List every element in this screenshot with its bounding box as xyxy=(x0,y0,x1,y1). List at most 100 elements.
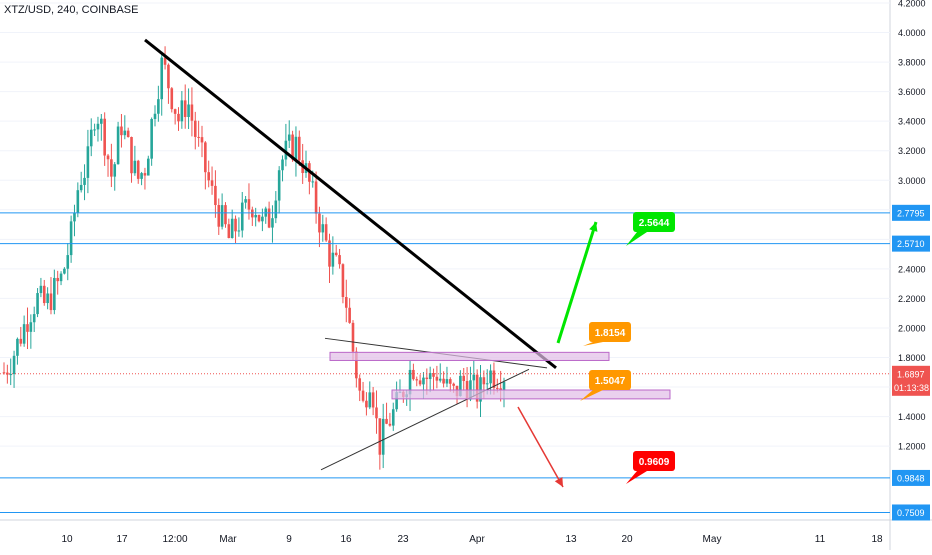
candle-body xyxy=(472,374,476,381)
candle-body xyxy=(29,322,33,332)
current-price-tag xyxy=(892,365,930,396)
current-price-label: 1.6897 xyxy=(897,369,925,379)
candle-body xyxy=(63,268,66,274)
y-tick-label: 1.4000 xyxy=(898,412,926,422)
candle-body xyxy=(365,400,368,408)
candle-body xyxy=(173,109,177,114)
y-tick-label: 3.6000 xyxy=(898,87,926,97)
candle-body xyxy=(59,273,63,282)
candle-body xyxy=(76,190,80,213)
candle-body xyxy=(355,351,358,379)
candle-body xyxy=(207,172,210,181)
candle-body xyxy=(449,379,452,384)
x-tick-label: 23 xyxy=(397,534,409,545)
y-tick-label: 3.2000 xyxy=(898,146,926,156)
x-tick-label: 17 xyxy=(116,534,128,545)
candle-body xyxy=(53,277,56,311)
candle-body xyxy=(277,170,281,201)
y-tick-label: 2.2000 xyxy=(898,294,926,304)
candle-body xyxy=(9,374,13,376)
candle-body xyxy=(69,221,73,256)
candle-body xyxy=(462,375,466,382)
candle-body xyxy=(210,180,214,186)
candle-body xyxy=(190,104,194,121)
price-level-tag xyxy=(892,204,930,221)
candle-body xyxy=(344,297,348,308)
price-level-label: 0.9848 xyxy=(897,473,925,483)
candle-body xyxy=(237,230,241,232)
x-tick-label: 13 xyxy=(565,534,577,545)
candle-body xyxy=(291,134,294,160)
candle-body xyxy=(230,218,234,238)
candle-body xyxy=(267,208,271,228)
bullish-arrow-head xyxy=(589,222,598,232)
candle-body xyxy=(388,423,392,426)
price-level-tag xyxy=(892,504,930,521)
candle-body xyxy=(341,264,345,298)
candle-body xyxy=(167,64,170,89)
candle-body xyxy=(499,388,502,391)
price-level-tag xyxy=(892,235,930,252)
candle-body xyxy=(495,387,499,389)
candle-body xyxy=(89,129,93,147)
candle-body xyxy=(123,130,127,136)
candle-body xyxy=(126,130,130,137)
candle-body xyxy=(422,377,425,385)
candle-body xyxy=(93,129,96,131)
y-tick-label: 3.4000 xyxy=(898,117,926,127)
candle-body xyxy=(368,392,372,408)
x-tick-label: 11 xyxy=(815,534,826,545)
y-tick-label: 4.2000 xyxy=(898,0,926,9)
descending-trendline xyxy=(144,38,557,370)
candle-body xyxy=(274,200,278,219)
target-callout-label: 1.5047 xyxy=(595,376,626,387)
candle-body xyxy=(425,377,429,380)
target-callout-box xyxy=(633,451,675,471)
candle-body xyxy=(391,409,395,426)
candle-body xyxy=(492,370,496,388)
candle-body xyxy=(415,379,419,381)
candle-body xyxy=(19,338,23,344)
candle-body xyxy=(197,136,200,138)
candle-body xyxy=(294,136,298,160)
y-tick-label: 3.8000 xyxy=(898,58,926,68)
candle-body xyxy=(56,277,59,282)
candle-body xyxy=(375,407,378,419)
target-callout-pointer xyxy=(583,342,603,346)
price-level-label: 2.5710 xyxy=(897,239,925,249)
candle-body xyxy=(338,255,341,265)
y-tick-label: 2.0000 xyxy=(898,323,926,333)
x-tick-label: 10 xyxy=(61,534,73,545)
candle-body xyxy=(177,113,180,122)
y-tick-label: 1.8000 xyxy=(898,353,926,363)
candle-body xyxy=(261,216,264,222)
candle-body xyxy=(153,113,157,120)
candle-body xyxy=(445,379,449,384)
candle-body xyxy=(318,213,321,233)
symbol-title: XTZ/USD, 240, COINBASE xyxy=(4,4,139,16)
candle-body xyxy=(281,159,284,171)
x-tick-label: Mar xyxy=(219,534,237,545)
support-zone xyxy=(391,389,671,400)
candle-body xyxy=(271,218,274,228)
candle-body xyxy=(361,390,365,401)
candle-body xyxy=(378,418,382,455)
candle-body xyxy=(130,136,133,174)
x-tick-label: 16 xyxy=(340,534,352,545)
candle-body xyxy=(170,88,174,110)
candle-body xyxy=(224,205,227,225)
candle-body xyxy=(244,199,247,203)
candle-body xyxy=(428,373,432,380)
candle-body xyxy=(489,370,492,384)
candle-body xyxy=(251,209,254,218)
candle-body xyxy=(183,100,187,118)
candle-body xyxy=(150,119,153,159)
candle-body xyxy=(79,184,83,191)
candle-body xyxy=(432,373,435,377)
candle-body xyxy=(348,307,351,323)
candle-body xyxy=(298,136,301,161)
candle-body xyxy=(475,374,479,402)
x-tick-label: 20 xyxy=(621,534,633,545)
